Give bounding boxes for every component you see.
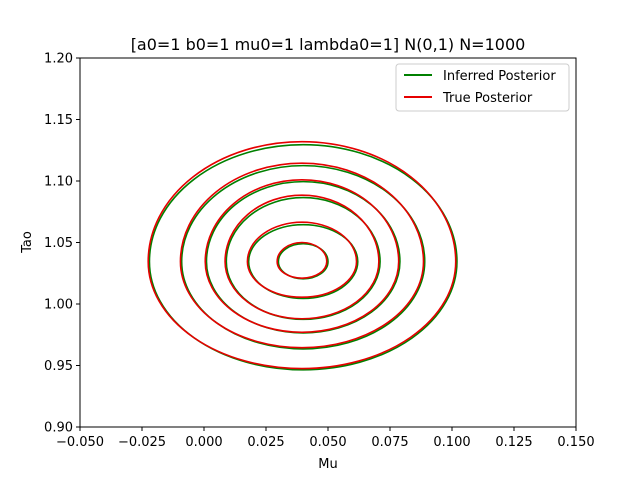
- plot-area: [147, 140, 458, 371]
- contour-line: [147, 140, 457, 370]
- x-axis: −0.050 −0.025 0.000 0.025 0.050 0.075 0.100 0.1…: [56, 427, 595, 450]
- y-tick-label: 1.10: [44, 175, 73, 190]
- legend: Inferred Posterior True Posterior: [395, 63, 570, 112]
- x-tick-label: 0.125: [495, 435, 532, 450]
- x-axis-label: Mu: [318, 457, 337, 472]
- y-tick-label: 0.95: [44, 359, 73, 374]
- y-tick-label: 1.05: [44, 236, 73, 251]
- legend-label-true: True Posterior: [442, 91, 533, 106]
- legend-label-inferred: Inferred Posterior: [443, 69, 556, 84]
- y-tick-label: 0.90: [44, 421, 73, 436]
- y-tick-label: 1.15: [44, 113, 73, 128]
- y-axis-label: Tao: [20, 231, 35, 254]
- contour-line: [224, 194, 380, 320]
- contour-line: [179, 162, 425, 349]
- series-true-posterior: [147, 140, 457, 370]
- y-axis: 0.90 0.95 1.00 1.05 1.10 1.15 1.20: [44, 52, 80, 436]
- x-tick-label: 0.050: [309, 435, 346, 450]
- x-tick-label: −0.025: [118, 435, 166, 450]
- y-tick-label: 1.20: [44, 52, 73, 67]
- contour-line: [276, 241, 328, 279]
- contour-line: [204, 178, 400, 334]
- legend-box: [395, 63, 570, 112]
- x-tick-label: −0.050: [56, 435, 104, 450]
- y-tick-label: 1.00: [44, 298, 73, 313]
- x-tick-label: 0.025: [247, 435, 284, 450]
- contour-line: [246, 221, 358, 299]
- x-tick-label: 0.075: [371, 435, 408, 450]
- x-tick-label: 0.150: [557, 435, 594, 450]
- chart-title: [a0=1 b0=1 mu0=1 lambda0=1] N(0,1) N=100…: [131, 35, 526, 54]
- x-tick-label: 0.100: [433, 435, 470, 450]
- x-tick-label: 0.000: [185, 435, 222, 450]
